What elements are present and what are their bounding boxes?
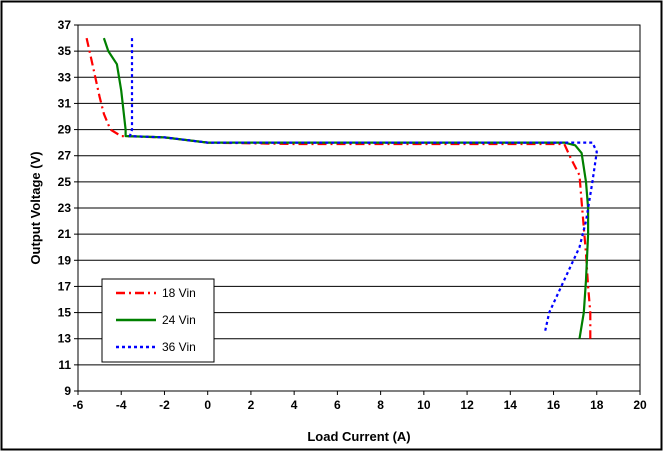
- y-tick-label: 31: [58, 96, 72, 110]
- y-tick-label: 21: [58, 227, 72, 241]
- legend-label: 18 Vin: [162, 286, 196, 300]
- y-tick-label: 35: [58, 44, 72, 58]
- x-tick-label: 2: [248, 398, 255, 412]
- x-tick-label: 16: [547, 398, 561, 412]
- series-line-36-vin: [128, 38, 598, 333]
- x-tick-label: -4: [116, 398, 127, 412]
- x-tick-label: 14: [504, 398, 518, 412]
- x-axis: -6 -4 -2 0 2 4 6 8 10 12 14 16 18 20: [73, 391, 647, 412]
- series-layer: [85, 37, 598, 339]
- gridlines: [78, 50, 640, 366]
- legend-label: 36 Vin: [162, 340, 196, 354]
- y-tick-label: 29: [58, 123, 72, 137]
- y-tick-label: 11: [58, 358, 71, 372]
- y-tick-label: 25: [58, 175, 72, 189]
- x-tick-label: 6: [334, 398, 341, 412]
- y-tick-label: 9: [64, 384, 71, 398]
- y-tick-label: 13: [58, 332, 72, 346]
- y-tick-label: 27: [58, 149, 72, 163]
- y-tick-label: 15: [58, 306, 72, 320]
- y-tick-label: 37: [58, 18, 72, 32]
- x-tick-label: 18: [590, 398, 604, 412]
- y-tick-label: 19: [58, 253, 72, 267]
- legend-label: 24 Vin: [162, 313, 196, 327]
- x-tick-label: 20: [633, 398, 647, 412]
- x-tick-label: -6: [73, 398, 84, 412]
- x-tick-label: 12: [460, 398, 474, 412]
- y-axis: 9 11 13 15 17 19 21 23 25 27 29 31 33 35 37: [58, 18, 78, 398]
- y-axis-title: Output Voltage (V): [28, 151, 43, 264]
- x-axis-title: Load Current (A): [307, 429, 410, 444]
- legend: 18 Vin 24 Vin 36 Vin: [101, 278, 215, 363]
- y-tick-label: 33: [58, 70, 72, 84]
- x-tick-label: 0: [204, 398, 211, 412]
- x-tick-label: 10: [417, 398, 431, 412]
- x-tick-label: -2: [159, 398, 170, 412]
- x-tick-label: 4: [291, 398, 298, 412]
- y-tick-label: 17: [58, 279, 72, 293]
- y-tick-label: 23: [58, 201, 72, 215]
- x-tick-label: 8: [377, 398, 384, 412]
- series-line-18-vin: [85, 37, 592, 339]
